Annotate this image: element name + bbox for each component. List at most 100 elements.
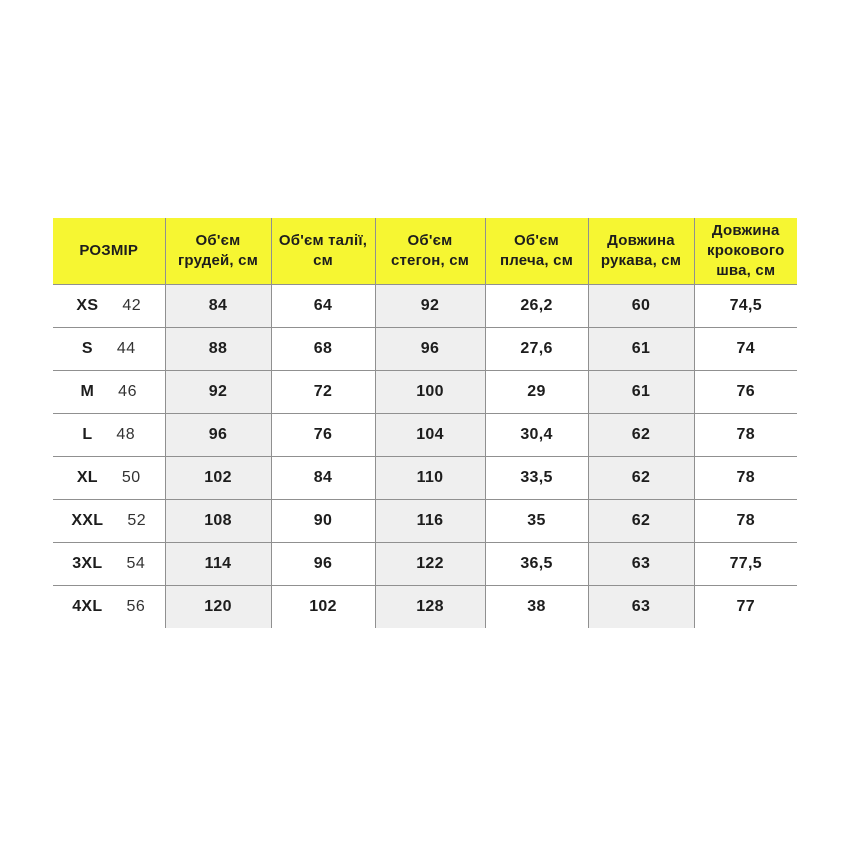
measurement-cell: 30,4 <box>484 412 589 457</box>
size-cell: 3XL 54 <box>53 541 166 586</box>
size-pair: M 46 <box>57 383 161 401</box>
size-cell: S 44 <box>53 326 166 371</box>
measurement-cell: 64 <box>270 283 376 328</box>
size-number: 44 <box>116 339 136 357</box>
measurement-cell: 88 <box>164 326 272 371</box>
size-number: 54 <box>126 554 146 572</box>
size-number: 56 <box>126 597 146 615</box>
column-header-2: Об'єм талії, см <box>270 218 376 285</box>
size-number: 48 <box>116 425 136 443</box>
measurement-cell: 84 <box>164 283 272 328</box>
column-header-3: Об'єм стегон, см <box>374 218 486 285</box>
table-row: 4XL 56 120 102 128 38 63 77 <box>53 584 797 628</box>
measurement-cell: 62 <box>587 455 695 500</box>
column-header-0: РОЗМІР <box>53 218 166 285</box>
measurement-cell: 77 <box>693 584 797 628</box>
measurement-cell: 76 <box>270 412 376 457</box>
column-header-6: Довжина крокового шва, см <box>693 218 797 285</box>
size-cell: M 46 <box>53 369 166 414</box>
measurement-cell: 29 <box>484 369 589 414</box>
measurement-cell: 35 <box>484 498 589 543</box>
table-row: M 46 92 72 100 29 61 76 <box>53 369 797 414</box>
size-label: XXL <box>71 511 104 529</box>
measurement-cell: 100 <box>374 369 486 414</box>
size-cell: XS 42 <box>53 283 166 328</box>
table-row: XXL 52 108 90 116 35 62 78 <box>53 498 797 543</box>
measurement-cell: 61 <box>587 326 695 371</box>
table-row: XS 42 84 64 92 26,2 60 74,5 <box>53 283 797 328</box>
size-pair: 4XL 56 <box>57 598 161 616</box>
measurement-cell: 78 <box>693 498 797 543</box>
measurement-cell: 128 <box>374 584 486 628</box>
measurement-cell: 78 <box>693 455 797 500</box>
measurement-cell: 116 <box>374 498 486 543</box>
size-label: S <box>81 339 93 357</box>
table-row: L 48 96 76 104 30,4 62 78 <box>53 412 797 457</box>
measurement-cell: 108 <box>164 498 272 543</box>
measurement-cell: 26,2 <box>484 283 589 328</box>
measurement-cell: 114 <box>164 541 272 586</box>
size-pair: XS 42 <box>57 297 161 315</box>
measurement-cell: 78 <box>693 412 797 457</box>
measurement-cell: 27,6 <box>484 326 589 371</box>
measurement-cell: 110 <box>374 455 486 500</box>
measurement-cell: 62 <box>587 412 695 457</box>
measurement-cell: 60 <box>587 283 695 328</box>
measurement-cell: 90 <box>270 498 376 543</box>
measurement-cell: 63 <box>587 584 695 628</box>
measurement-cell: 92 <box>374 283 486 328</box>
measurement-cell: 74,5 <box>693 283 797 328</box>
table-row: 3XL 54 114 96 122 36,5 63 77,5 <box>53 541 797 586</box>
measurement-cell: 36,5 <box>484 541 589 586</box>
size-pair: XL 50 <box>57 469 161 487</box>
measurement-cell: 76 <box>693 369 797 414</box>
measurement-cell: 74 <box>693 326 797 371</box>
measurement-cell: 96 <box>164 412 272 457</box>
size-number: 52 <box>127 511 147 529</box>
size-cell: L 48 <box>53 412 166 457</box>
size-chart-body: XS 42 84 64 92 26,2 60 74,5 S 44 88 68 96 27,6 61 74 M 46… <box>53 283 797 628</box>
size-pair: L 48 <box>57 426 161 444</box>
measurement-cell: 77,5 <box>693 541 797 586</box>
size-pair: S 44 <box>57 340 161 358</box>
table-row: S 44 88 68 96 27,6 61 74 <box>53 326 797 371</box>
measurement-cell: 33,5 <box>484 455 589 500</box>
measurement-cell: 122 <box>374 541 486 586</box>
size-label: M <box>80 382 95 400</box>
measurement-cell: 96 <box>270 541 376 586</box>
column-header-4: Об'єм плеча, см <box>484 218 589 285</box>
size-cell: XXL 52 <box>53 498 166 543</box>
size-number: 42 <box>122 296 142 314</box>
measurement-cell: 63 <box>587 541 695 586</box>
measurement-cell: 61 <box>587 369 695 414</box>
measurement-cell: 72 <box>270 369 376 414</box>
measurement-cell: 38 <box>484 584 589 628</box>
size-label: 3XL <box>72 554 103 572</box>
measurement-cell: 92 <box>164 369 272 414</box>
size-label: XL <box>76 468 98 486</box>
size-chart-header: РОЗМІР Об'єм грудей, см Об'єм талії, см Об'… <box>53 218 797 285</box>
measurement-cell: 104 <box>374 412 486 457</box>
measurement-cell: 102 <box>270 584 376 628</box>
size-number: 46 <box>118 382 137 400</box>
column-header-5: Довжина рукава, см <box>587 218 695 285</box>
size-pair: 3XL 54 <box>57 555 161 573</box>
size-cell: XL 50 <box>53 455 166 500</box>
header-row: РОЗМІР Об'єм грудей, см Об'єм талії, см Об'… <box>53 218 797 285</box>
size-number: 50 <box>121 468 141 486</box>
size-label: 4XL <box>72 597 103 615</box>
measurement-cell: 96 <box>374 326 486 371</box>
measurement-cell: 62 <box>587 498 695 543</box>
size-cell: 4XL 56 <box>53 584 166 628</box>
measurement-cell: 68 <box>270 326 376 371</box>
size-label: XS <box>76 296 99 314</box>
measurement-cell: 120 <box>164 584 272 628</box>
measurement-cell: 102 <box>164 455 272 500</box>
size-chart-table: РОЗМІР Об'єм грудей, см Об'єм талії, см Об'… <box>53 218 797 628</box>
size-pair: XXL 52 <box>57 512 161 530</box>
table-row: XL 50 102 84 110 33,5 62 78 <box>53 455 797 500</box>
size-label: L <box>82 425 93 443</box>
column-header-1: Об'єм грудей, см <box>164 218 272 285</box>
measurement-cell: 84 <box>270 455 376 500</box>
